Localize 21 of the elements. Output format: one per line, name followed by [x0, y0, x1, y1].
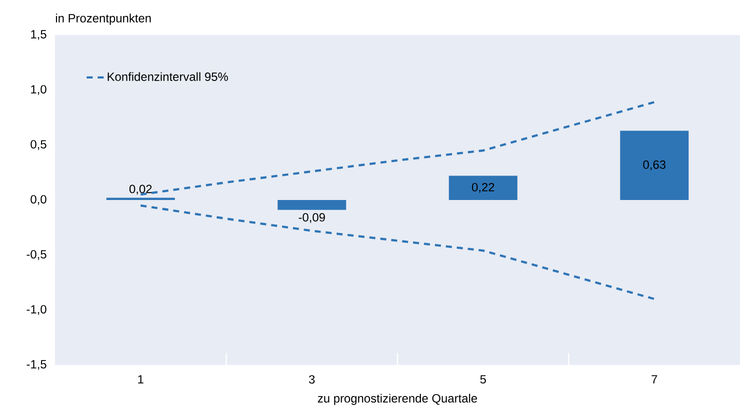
legend-label: Konfidenzintervall 95% [108, 72, 228, 81]
y-tick-label: 0,0 [30, 195, 46, 205]
data-label: 0,02 [129, 184, 152, 195]
x-tick-label: 1 [138, 375, 144, 384]
data-label: 0,22 [472, 182, 494, 193]
y-tick-label: 1,5 [31, 30, 46, 40]
x-tick-label: 5 [480, 375, 486, 384]
x-axis-title: zu prognostizierende Quartale [318, 394, 478, 405]
y-tick-label: -0,5 [26, 250, 46, 260]
bar [448, 176, 518, 200]
y-tick-label: -1,0 [26, 305, 46, 315]
y-tick-label: 1,0 [31, 85, 46, 95]
data-label: -0,09 [298, 213, 325, 223]
bar [620, 130, 689, 200]
x-tick-label: 3 [309, 375, 315, 384]
y-axis-title: in Prozentpunkten [56, 14, 151, 25]
y-tick-label: 0,5 [30, 140, 46, 150]
y-tick-label: -1,5 [26, 360, 46, 370]
data-label: 0,63 [643, 160, 666, 170]
bar [278, 200, 346, 210]
x-tick-label: 7 [652, 375, 658, 384]
